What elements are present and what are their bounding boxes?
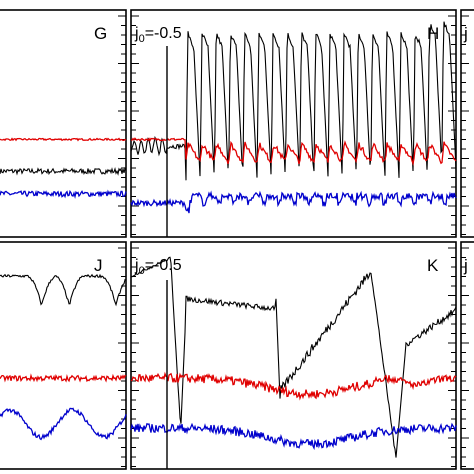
- panel-l-frame: [460, 241, 474, 470]
- panel-h-series-1: [131, 137, 457, 167]
- panel-i-letter: j: [463, 24, 468, 43]
- panel-h-series-0: [130, 21, 457, 181]
- panel-j-letter: J: [94, 256, 103, 275]
- panel-j-frame: [0, 241, 127, 470]
- panel-h-frame: [130, 9, 457, 238]
- panel-j-series-2: [0, 407, 127, 441]
- panel-j-series-1: [0, 373, 127, 383]
- panel-k-series-0: [130, 256, 457, 458]
- panel-k-annotation-value: =-0.5: [145, 257, 182, 274]
- panel-k-letter: K: [427, 256, 439, 275]
- panel-k-annotation-sub: 0: [139, 265, 145, 277]
- panel-k-annotation: j0=-0.5: [134, 257, 182, 277]
- panel-g-series-0: [0, 166, 127, 176]
- panel-g-letter: G: [94, 24, 107, 43]
- panel-g-series-1: [0, 137, 127, 142]
- panel-l-letter: j: [463, 256, 468, 275]
- panel-h-annotation-value: =-0.5: [145, 25, 182, 42]
- panel-j-series-0: [0, 273, 127, 307]
- panel-g-frame: [0, 9, 127, 238]
- panel-h-annotation: j0=-0.5: [134, 25, 182, 45]
- axis-ticks: [118, 15, 469, 467]
- panel-h-letter: H: [427, 24, 439, 43]
- panel-k-series-1: [130, 371, 457, 401]
- panel-i-frame: [460, 9, 474, 238]
- series-layer: [0, 21, 457, 458]
- panel-frames: [0, 9, 474, 470]
- panel-k-series-2: [130, 422, 457, 451]
- panel-h-series-2: [130, 190, 457, 214]
- panel-k-annotation-main: j: [134, 257, 139, 274]
- panel-h-annotation-main: j: [134, 25, 139, 42]
- panel-g-series-2: [0, 189, 127, 200]
- panel-h-annotation-sub: 0: [139, 33, 145, 45]
- panel-k-frame: [130, 241, 457, 470]
